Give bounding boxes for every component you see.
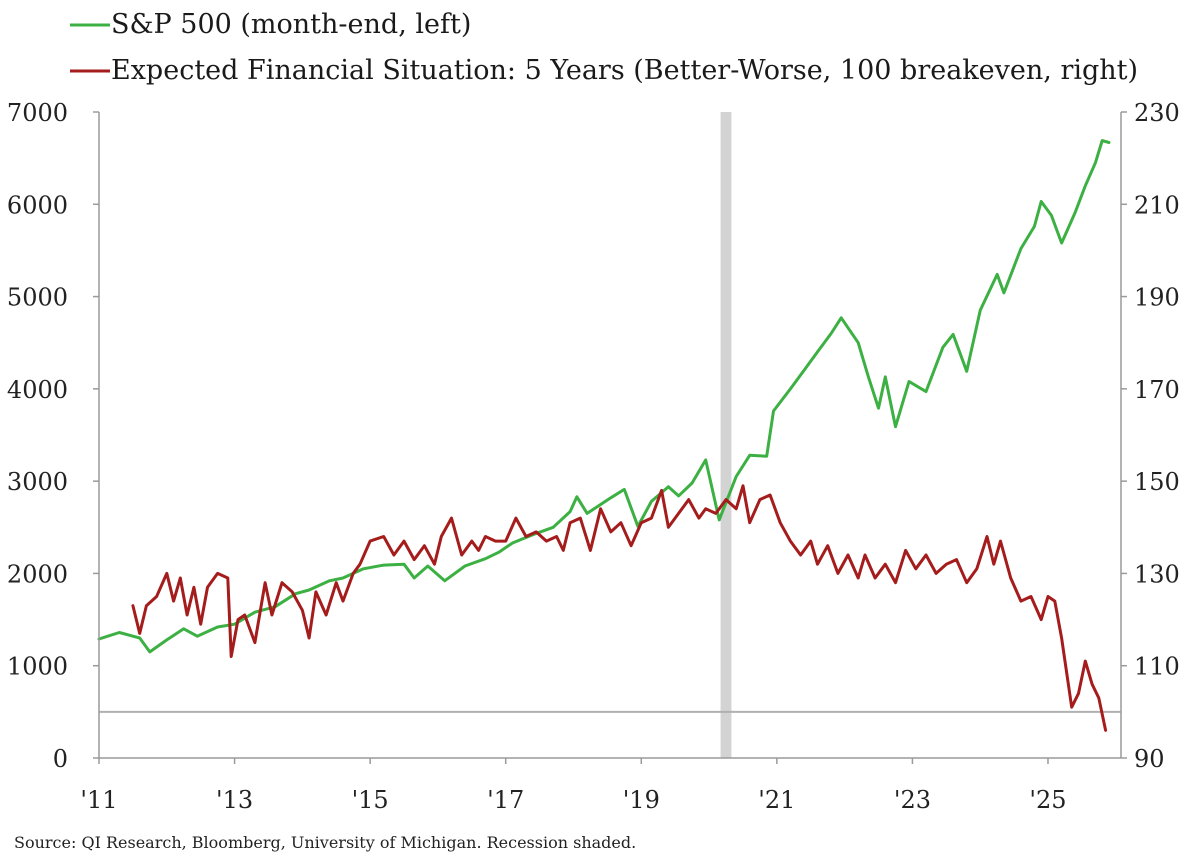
y-left-tick-label: 6000 [7,191,68,219]
y-left-tick-label: 2000 [7,560,68,588]
x-tick-label: '25 [1029,786,1066,814]
x-tick-label: '15 [352,786,389,814]
y-left-tick-label: 4000 [7,376,68,404]
x-tick-label: '17 [487,786,524,814]
y-left-tick-label: 1000 [7,653,68,681]
axes-layer: 0 1000 2000 3000 4000 5000 6000 7000 90 110 130 150… [7,99,1180,814]
y-right-tick-label: 90 [1134,745,1165,773]
source-note: Source: QI Research, Bloomberg, Universi… [14,833,636,852]
legend-label-1: Expected Financial Situation: 5 Years (B… [111,55,1138,86]
y-right-tick-label: 210 [1134,191,1180,219]
y-left-tick-label: 3000 [7,468,68,496]
x-tick-label: '19 [623,786,660,814]
y-right-tick-label: 150 [1134,468,1180,496]
series-layer [97,139,1111,732]
x-tick-label: '11 [80,786,117,814]
y-left-tick-label: 0 [53,745,68,773]
y-right-tick-label: 110 [1134,653,1180,681]
y-left-tick-label: 7000 [7,99,68,127]
x-tick-label: '21 [758,786,795,814]
series-line-1 [131,484,1108,732]
x-tick-label: '13 [216,786,253,814]
y-right-tick-label: 230 [1134,99,1180,127]
x-tick-label: '23 [894,786,931,814]
legend: S&P 500 (month-end, left) Expected Financ… [70,9,1138,86]
series-line-0 [97,139,1111,654]
y-right-tick-label: 170 [1134,376,1180,404]
legend-label-0: S&P 500 (month-end, left) [111,9,471,40]
recession-layer [720,112,732,758]
recession-band [720,112,732,758]
y-right-tick-label: 190 [1134,284,1180,312]
y-right-tick-label: 130 [1134,560,1180,588]
y-left-tick-label: 5000 [7,284,68,312]
